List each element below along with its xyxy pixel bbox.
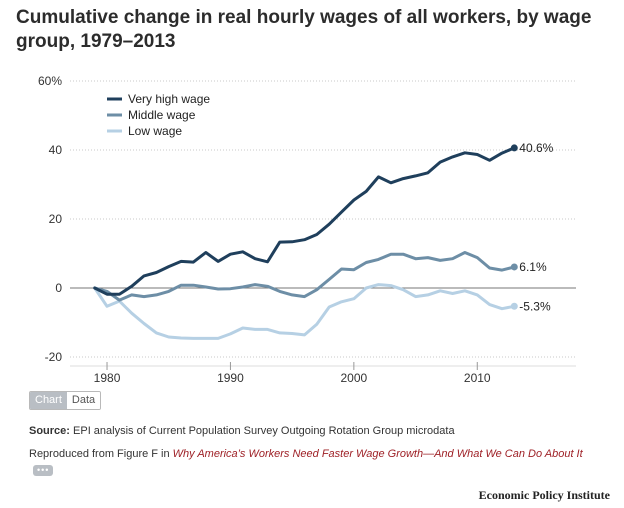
series-end-point: [510, 263, 518, 271]
reproduced-note: Reproduced from Figure F in Why America’…: [29, 446, 589, 478]
series-line-0: [93, 146, 516, 296]
x-axis-ticks: 1980 1990 2000 2010: [70, 362, 576, 385]
brand-logo: Economic Policy Institute: [478, 488, 610, 502]
x-tick-label: 2000: [341, 371, 368, 385]
series-line-1: [93, 251, 516, 302]
series-end-point: [510, 302, 518, 310]
series-end-point: [510, 144, 518, 152]
x-tick-label: 1980: [94, 371, 121, 385]
view-toggle: Chart Data: [29, 391, 102, 410]
series-lines: -5.3% 6.1% 40.6%: [93, 141, 554, 340]
y-tick-label: 0: [55, 281, 62, 295]
report-link[interactable]: Why America’s Workers Need Faster Wage G…: [172, 448, 583, 460]
legend-label: Middle wage: [128, 108, 196, 122]
series-end-label: -5.3%: [519, 299, 551, 313]
gridlines: [70, 80, 576, 358]
y-tick-label: -20: [45, 350, 63, 364]
source-note: Source: EPI analysis of Current Populati…: [29, 425, 455, 437]
tab-data[interactable]: Data: [66, 392, 101, 409]
series-end-label: 40.6%: [519, 141, 553, 155]
line-chart: 60% 40 20 0 -20 1980 1990 2000 2010 -5.3% 6.1% 40…: [38, 74, 576, 385]
series-line-2: [93, 283, 516, 340]
y-axis-ticks: 60% 40 20 0 -20: [38, 74, 62, 364]
source-label: Source:: [29, 425, 70, 437]
reproduced-prefix: Reproduced from Figure F in: [29, 448, 173, 460]
y-tick-label: 20: [49, 212, 63, 226]
legend: Very high wage Middle wage Low wage: [107, 92, 210, 138]
tab-chart[interactable]: Chart: [30, 392, 67, 409]
x-tick-label: 2010: [464, 371, 491, 385]
more-button[interactable]: •••: [33, 464, 54, 476]
chart-title: Cumulative change in real hourly wages o…: [16, 7, 592, 52]
series-end-label: 6.1%: [519, 260, 547, 274]
y-tick-label: 60%: [38, 74, 62, 88]
legend-label: Very high wage: [128, 92, 210, 106]
legend-label: Low wage: [128, 124, 182, 138]
source-text: EPI analysis of Current Population Surve…: [69, 425, 455, 437]
x-tick-label: 1990: [217, 371, 244, 385]
y-tick-label: 40: [49, 143, 63, 157]
